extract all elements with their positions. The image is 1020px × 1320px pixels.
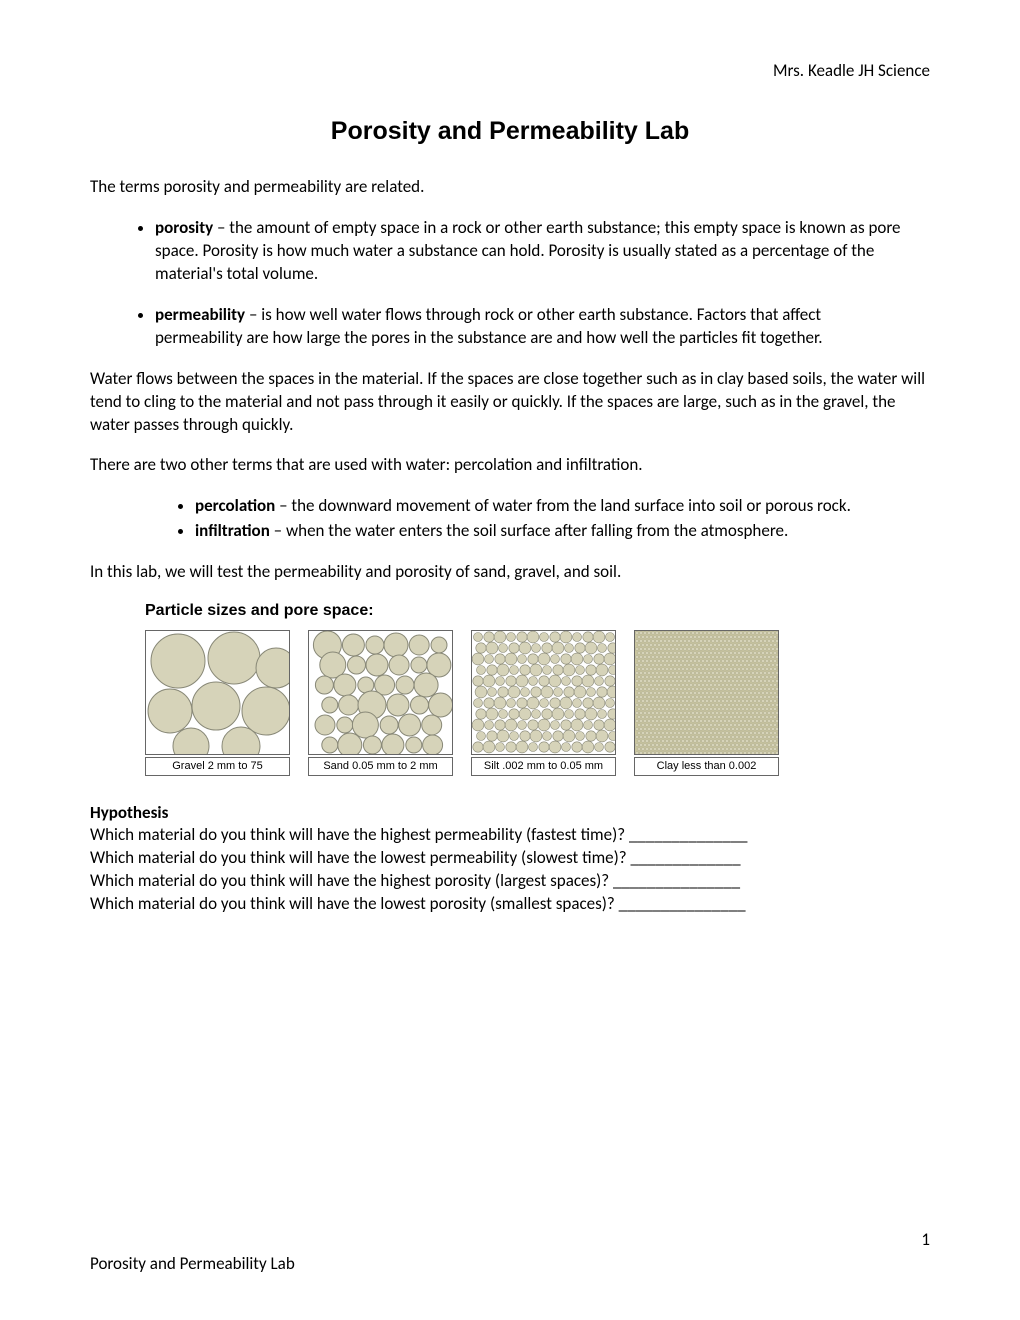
document-title: Porosity and Permeability Lab xyxy=(90,117,930,146)
def-percolation: percolation – the downward movement of w… xyxy=(195,495,930,518)
term-infiltration: infiltration xyxy=(195,520,270,541)
def-permeability: permeability – is how well water flows t… xyxy=(155,304,930,350)
term-porosity: porosity xyxy=(155,217,213,238)
term-percolation: percolation xyxy=(195,495,275,516)
hypothesis-heading: Hypothesis xyxy=(90,802,930,823)
definitions-list-1: porosity – the amount of empty space in … xyxy=(90,217,930,350)
terms-paragraph: There are two other terms that are used … xyxy=(90,454,930,477)
def-permeability-text: – is how well water flows through rock o… xyxy=(155,304,822,348)
def-porosity: porosity – the amount of empty space in … xyxy=(155,217,930,286)
lab-paragraph: In this lab, we will test the permeabili… xyxy=(90,561,930,584)
diagram-gravel-label: Gravel 2 mm to 75 xyxy=(145,757,290,776)
header-teacher: Mrs. Keadle JH Science xyxy=(90,60,930,81)
definitions-list-2: percolation – the downward movement of w… xyxy=(90,495,930,543)
diagram-silt: Silt .002 mm to 0.05 mm xyxy=(471,630,616,776)
diagram-clay-label: Clay less than 0.002 xyxy=(634,757,779,776)
diagram-sand-label: Sand 0.05 mm to 2 mm xyxy=(308,757,453,776)
page-number: 1 xyxy=(921,1229,930,1250)
diagram-sand-img xyxy=(308,630,453,755)
particle-diagrams: Gravel 2 mm to 75 Sand 0.05 mm to 2 mm S… xyxy=(145,630,930,776)
diagram-clay-img xyxy=(634,630,779,755)
footer-title: Porosity and Permeability Lab xyxy=(90,1253,930,1274)
def-porosity-text: – the amount of empty space in a rock or… xyxy=(155,217,901,284)
question-2: Which material do you think will have th… xyxy=(90,847,930,870)
diagram-silt-img xyxy=(471,630,616,755)
def-infiltration: infiltration – when the water enters the… xyxy=(195,520,930,543)
diagram-gravel: Gravel 2 mm to 75 xyxy=(145,630,290,776)
page: Mrs. Keadle JH Science Porosity and Perm… xyxy=(0,0,1020,1320)
diagram-sand: Sand 0.05 mm to 2 mm xyxy=(308,630,453,776)
question-1: Which material do you think will have th… xyxy=(90,824,930,847)
diagram-gravel-img xyxy=(145,630,290,755)
def-infiltration-text: – when the water enters the soil surface… xyxy=(270,520,788,541)
question-3: Which material do you think will have th… xyxy=(90,870,930,893)
water-paragraph: Water flows between the spaces in the ma… xyxy=(90,368,930,437)
term-permeability: permeability xyxy=(155,304,245,325)
question-4: Which material do you think will have th… xyxy=(90,893,930,916)
diagram-clay: Clay less than 0.002 xyxy=(634,630,779,776)
intro-paragraph: The terms porosity and permeability are … xyxy=(90,176,930,199)
diagram-silt-label: Silt .002 mm to 0.05 mm xyxy=(471,757,616,776)
particle-heading: Particle sizes and pore space: xyxy=(145,602,930,620)
def-percolation-text: – the downward movement of water from th… xyxy=(275,495,851,516)
